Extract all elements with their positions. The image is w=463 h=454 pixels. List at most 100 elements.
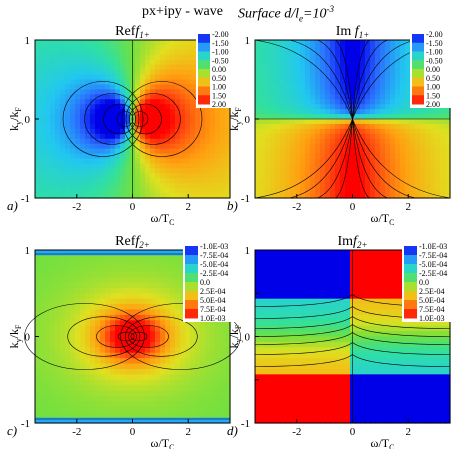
heatmap-cell (175, 168, 181, 174)
heatmap-cell (205, 396, 211, 402)
heatmap-cell (405, 380, 411, 386)
heatmap-cell (170, 255, 176, 261)
heatmap-cell (275, 94, 281, 100)
heatmap-cell (370, 129, 376, 135)
heatmap-cell (365, 288, 371, 294)
heatmap-cell (215, 401, 221, 407)
heatmap-cell (380, 80, 386, 86)
heatmap-cell (45, 114, 51, 120)
heatmap-cell (360, 412, 366, 418)
heatmap-cell (325, 89, 331, 95)
panel-label-a: a) (7, 198, 18, 213)
heatmap-cell (260, 315, 266, 321)
heatmap-cell (380, 374, 386, 380)
heatmap-cell (260, 407, 266, 413)
heatmap-cell (285, 320, 291, 326)
heatmap-cell (100, 342, 106, 348)
heatmap-cell (185, 124, 191, 130)
heatmap-cell (45, 139, 51, 145)
heatmap-cell (270, 99, 276, 105)
heatmap-cell (90, 250, 96, 256)
heatmap-cell (410, 144, 416, 150)
heatmap-cell (75, 364, 81, 370)
heatmap-cell (310, 358, 316, 364)
heatmap-cell (360, 255, 366, 261)
heatmap-cell (340, 250, 346, 256)
heatmap-cell (290, 299, 296, 305)
heatmap-cell (100, 369, 106, 375)
heatmap-cell (200, 396, 206, 402)
heatmap-cell (320, 129, 326, 135)
heatmap-cell (110, 261, 116, 267)
heatmap-cell (75, 99, 81, 105)
heatmap-cell (100, 114, 106, 120)
heatmap-cell (135, 315, 141, 321)
heatmap-cell (120, 288, 126, 294)
heatmap-cell (365, 266, 371, 272)
heatmap-cell (115, 401, 121, 407)
heatmap-cell (285, 277, 291, 283)
heatmap-cell (80, 159, 86, 165)
heatmap-cell (275, 374, 281, 380)
heatmap-cell (80, 401, 86, 407)
heatmap-cell (80, 380, 86, 386)
heatmap-cell (100, 396, 106, 402)
heatmap-cell (190, 149, 196, 155)
heatmap-cell (175, 266, 181, 272)
heatmap-cell (405, 159, 411, 165)
panel-title-sub: 1+ (139, 30, 150, 40)
heatmap-cell (95, 315, 101, 321)
heatmap-cell (295, 272, 301, 278)
heatmap-cell (295, 129, 301, 135)
heatmap-cell (395, 168, 401, 174)
heatmap-cell (405, 65, 411, 71)
heatmap-cell (90, 139, 96, 145)
heatmap-cell (300, 70, 306, 76)
heatmap-cell (85, 407, 91, 413)
heatmap-cell (265, 154, 271, 160)
heatmap-cell (195, 183, 201, 189)
heatmap-cell (370, 380, 376, 386)
heatmap-cell (125, 391, 131, 397)
heatmap-cell (185, 50, 191, 56)
heatmap-cell (170, 104, 176, 110)
heatmap-cell (100, 401, 106, 407)
heatmap-cell (390, 391, 396, 397)
heatmap-cell (190, 337, 196, 343)
heatmap-cell (195, 331, 201, 337)
colorbar-swatch (185, 282, 198, 292)
heatmap-cell (75, 309, 81, 315)
heatmap-cell (145, 60, 151, 66)
heatmap-cell (415, 396, 421, 402)
heatmap-cell (255, 50, 261, 56)
heatmap-cell (275, 358, 281, 364)
heatmap-cell (120, 255, 126, 261)
colorbar-swatch (198, 43, 210, 52)
heatmap-cell (275, 178, 281, 184)
heatmap-cell (255, 75, 261, 81)
colorbar-label: 7.5E-04 (200, 305, 226, 314)
y-tick-label: 1 (25, 245, 31, 257)
heatmap-cell (40, 80, 46, 86)
heatmap-cell (120, 412, 126, 418)
heatmap-cell (60, 326, 66, 332)
heatmap-cell (145, 266, 151, 272)
heatmap-cell (410, 168, 416, 174)
heatmap-cell (165, 65, 171, 71)
heatmap-cell (335, 331, 341, 337)
heatmap-cell (70, 391, 76, 397)
heatmap-cell (125, 364, 131, 370)
heatmap-cell (335, 183, 341, 189)
heatmap-cell (190, 369, 196, 375)
heatmap-cell (420, 163, 426, 169)
heatmap-cell (430, 119, 436, 125)
heatmap-cell (365, 60, 371, 66)
heatmap-cell (385, 288, 391, 294)
heatmap-cell (390, 119, 396, 125)
heatmap-cell (415, 159, 421, 165)
heatmap-cell (360, 282, 366, 288)
heatmap-cell (95, 144, 101, 150)
heatmap-cell (75, 178, 81, 184)
heatmap-cell (180, 168, 186, 174)
heatmap-cell (155, 277, 161, 283)
